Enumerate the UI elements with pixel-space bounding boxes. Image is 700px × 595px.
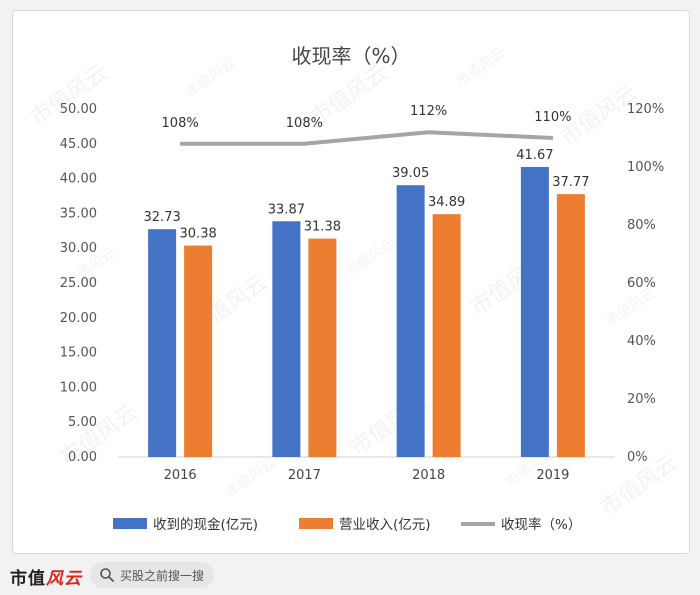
line-data-label: 108% xyxy=(162,116,199,131)
search-box[interactable]: 买股之前搜一搜 xyxy=(90,562,214,588)
axes: 0.00 5.00 10.00 15.00 20.00 25.00 30.00 35.00 40… xyxy=(60,102,664,483)
bar-data-label: 37.77 xyxy=(552,175,589,190)
chart-card: 市值风云 市值风云 市值风云 市值风云 市值风云 市值风云 市值风云 市值风云 市值风云 市值风云… xyxy=(12,10,690,554)
chart-marks: 32.73 30.38 33.87 31.38 39.05 34.89 41.67 37.77… xyxy=(144,104,589,458)
watermark-text: 市值风云 xyxy=(603,284,659,330)
logo-accent-text: 风云 xyxy=(46,569,82,589)
y-left-tick-label: 45.00 xyxy=(60,137,97,152)
y-left-tick-label: 35.00 xyxy=(60,206,97,221)
bar-revenue xyxy=(432,214,461,457)
chart-title: 收现率（%） xyxy=(291,44,410,68)
bar-data-label: 34.89 xyxy=(428,195,465,210)
y-left-tick-label: 0.00 xyxy=(68,450,97,465)
x-tick-label: 2019 xyxy=(536,468,569,483)
legend: 收到的现金(亿元) 营业收入(亿元) 收现率（%） xyxy=(113,516,581,533)
watermark-text: 市值风云 xyxy=(343,234,399,280)
legend-label: 收现率（%） xyxy=(501,516,581,533)
bar-cash-received xyxy=(520,166,549,457)
footer-bar: 市值风云 买股之前搜一搜 xyxy=(0,556,700,595)
x-tick-label: 2016 xyxy=(164,468,197,483)
legend-label: 收到的现金(亿元) xyxy=(153,517,258,533)
y-right-tick-label: 80% xyxy=(627,218,656,233)
y-left-tick-label: 25.00 xyxy=(60,276,97,291)
y-left-tick-label: 40.00 xyxy=(60,172,97,187)
y-left-tick-label: 20.00 xyxy=(60,311,97,326)
y-right-tick-label: 40% xyxy=(627,334,656,349)
y-left-tick-label: 15.00 xyxy=(60,346,97,361)
legend-swatch xyxy=(299,518,333,529)
bar-revenue xyxy=(308,238,337,457)
bar-cash-received xyxy=(148,229,177,457)
bar-data-label: 33.87 xyxy=(268,202,305,217)
collection-rate-line xyxy=(180,130,553,146)
y-right-tick-label: 120% xyxy=(627,102,664,117)
bar-data-label: 30.38 xyxy=(180,227,217,242)
legend-label: 营业收入(亿元) xyxy=(339,517,431,533)
watermark-text: 市值风云 xyxy=(453,44,509,90)
line-data-label: 112% xyxy=(410,104,447,119)
y-right-tick-label: 20% xyxy=(627,392,656,407)
y-right-tick-label: 100% xyxy=(627,160,664,175)
y-left-tick-label: 30.00 xyxy=(60,241,97,256)
y-left-tick-label: 50.00 xyxy=(60,102,97,117)
watermark-text: 市值风云 xyxy=(183,54,239,100)
watermark-text: 市值风云 xyxy=(223,454,279,500)
logo-main-text: 市值 xyxy=(10,569,46,589)
search-placeholder: 买股之前搜一搜 xyxy=(120,569,205,583)
y-right-tick-label: 60% xyxy=(627,276,656,291)
bar-revenue xyxy=(556,194,585,458)
bar-data-label: 41.67 xyxy=(516,148,553,163)
brand-logo[interactable]: 市值风云 xyxy=(10,564,82,589)
y-right-tick-label: 0% xyxy=(627,450,648,465)
legend-swatch xyxy=(113,518,147,529)
watermark-text: 市值风云 xyxy=(26,60,112,131)
line-data-label: 110% xyxy=(534,110,571,125)
line-data-label: 108% xyxy=(286,116,323,131)
x-tick-label: 2017 xyxy=(288,468,321,483)
bar-data-label: 39.05 xyxy=(392,166,429,181)
y-left-tick-label: 5.00 xyxy=(68,415,97,430)
bar-data-label: 31.38 xyxy=(304,220,341,235)
x-tick-label: 2018 xyxy=(412,468,445,483)
search-icon xyxy=(100,568,114,582)
bar-revenue xyxy=(184,245,213,457)
bar-cash-received xyxy=(272,221,301,457)
bar-cash-received xyxy=(396,185,425,457)
y-left-tick-label: 10.00 xyxy=(60,380,97,395)
bar-data-label: 32.73 xyxy=(144,210,181,225)
